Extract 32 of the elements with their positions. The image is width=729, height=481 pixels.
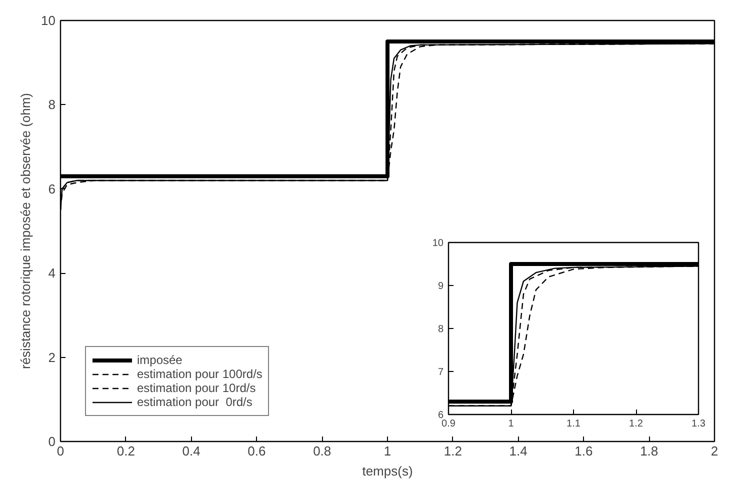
y-tick-label: 6 [438,410,444,421]
legend-label: estimation pour 10rd/s [137,381,256,395]
x-tick-label: 1.2 [629,418,644,430]
y-tick-label: 2 [48,350,56,365]
x-tick-label: 1.4 [509,444,528,458]
y-tick-label: 8 [438,324,444,335]
x-tick-label: 1.2 [444,444,462,458]
y-tick-label: 0 [48,434,56,449]
y-tick-label: 10 [41,13,56,28]
y-tick-label: 4 [48,266,56,281]
y-axis-title: résistance rotorique imposée et observée (ohm) [18,92,34,370]
x-tick-label: 0.6 [248,444,266,458]
x-tick-label: 0.2 [116,444,135,458]
x-tick-label: 1.3 [692,418,706,430]
x-tick-label: 1.6 [574,444,593,458]
y-tick-label: 10 [432,238,444,249]
y-tick-label: 6 [48,181,56,196]
legend-label: estimation pour 0rd/s [137,395,252,409]
y-tick-label: 9 [438,281,444,292]
y-tick-label: 7 [438,367,444,378]
x-tick-label: 0.9 [442,418,456,430]
x-tick-label: 2 [710,444,718,458]
x-tick-label: 1 [384,444,392,458]
x-tick-label: 1.1 [566,418,581,430]
legend-label: estimation pour 100rd/s [137,367,262,381]
x-tick-label: 1 [508,418,514,430]
x-tick-label: 0.4 [182,444,200,458]
x-tick-label: 0.8 [313,444,332,458]
x-tick-label: 1.8 [640,444,658,458]
x-axis-title: temps(s) [362,464,413,478]
legend-label: imposée [137,353,182,367]
y-tick-label: 8 [48,97,56,112]
